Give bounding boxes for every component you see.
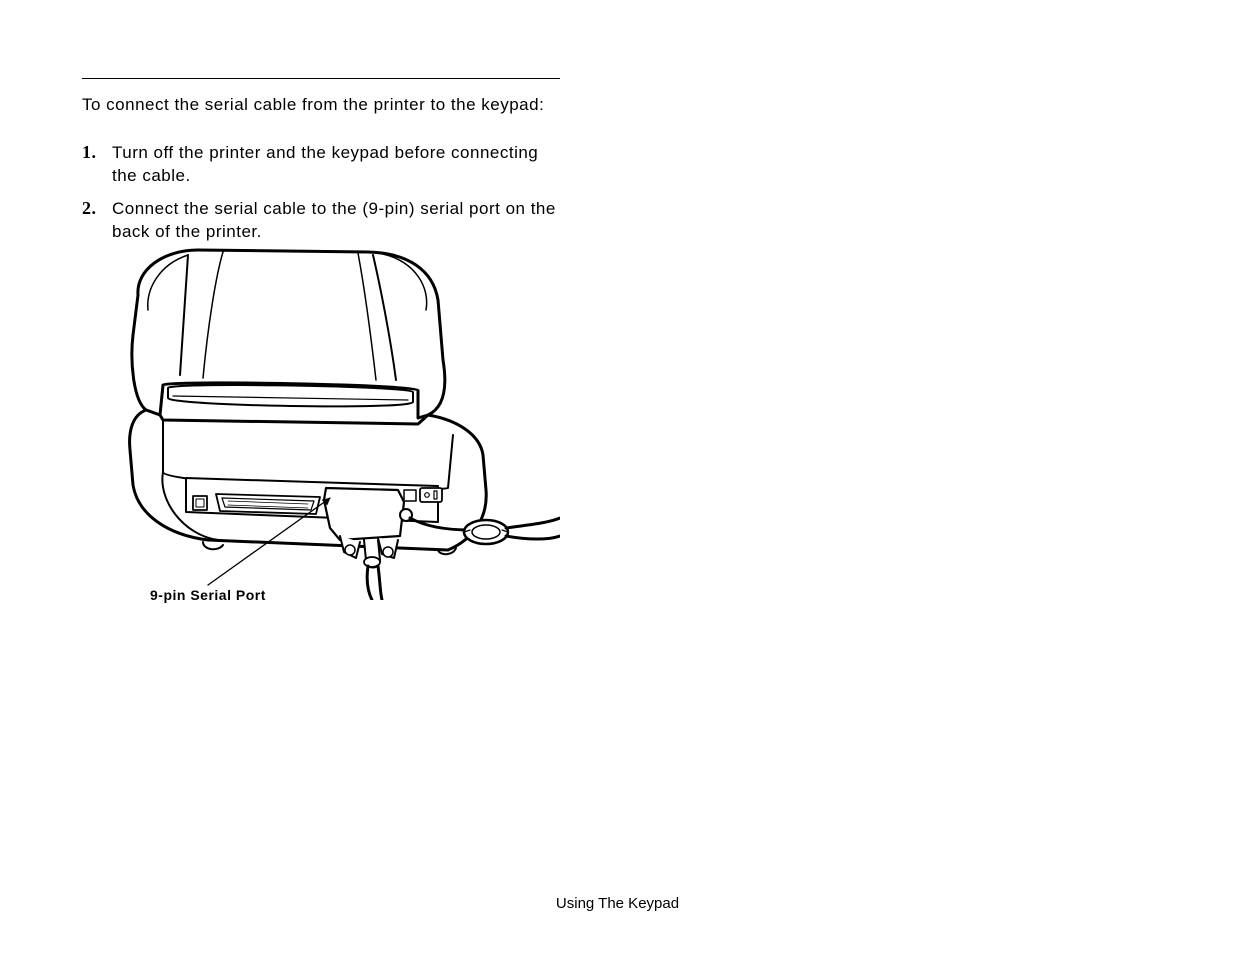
step-number: 1.	[82, 142, 112, 188]
figure-callout: 9-pin Serial Port	[150, 587, 266, 603]
page: To connect the serial cable from the pri…	[0, 0, 1235, 954]
list-item: 2. Connect the serial cable to the (9-pi…	[82, 198, 562, 244]
step-text: Connect the serial cable to the (9-pin) …	[112, 198, 562, 244]
intro-text: To connect the serial cable from the pri…	[82, 94, 552, 117]
horizontal-rule	[82, 78, 560, 79]
page-footer: Using The Keypad	[0, 895, 1235, 912]
list-item: 1. Turn off the printer and the keypad b…	[82, 142, 562, 188]
step-text: Turn off the printer and the keypad befo…	[112, 142, 562, 188]
printer-illustration	[108, 240, 560, 600]
steps-list: 1. Turn off the printer and the keypad b…	[82, 142, 562, 254]
step-number: 2.	[82, 198, 112, 244]
